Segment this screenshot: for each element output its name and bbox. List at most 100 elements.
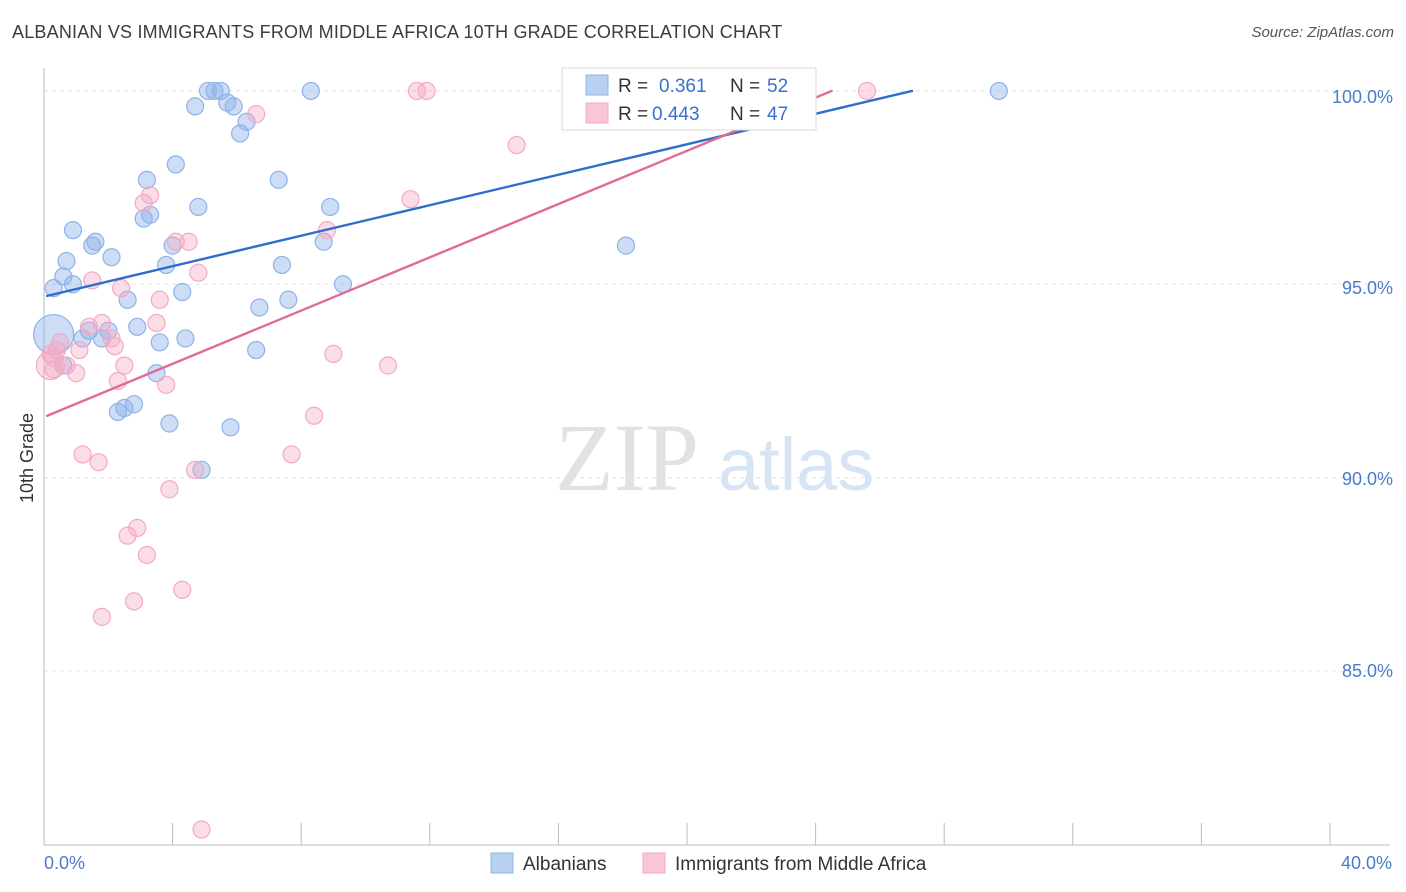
middle-africa-trend-line: [46, 89, 833, 417]
watermark-atlas: atlas: [718, 423, 874, 506]
middle-africa-point-29: [173, 580, 192, 599]
legend-swatch-middle-africa: [585, 102, 609, 124]
albanians-point-20: [140, 205, 160, 224]
legend-n-value-2: 47: [767, 104, 788, 125]
middle-africa-point-17: [115, 356, 134, 375]
middle-africa-point-28: [166, 232, 185, 251]
albanians-point-9: [86, 232, 105, 251]
albanians-point-14: [115, 398, 134, 418]
middle-africa-point-18: [118, 526, 137, 545]
middle-africa-point-19: [124, 592, 144, 611]
middle-africa-point-27: [160, 480, 179, 499]
middle-africa-point-12: [92, 607, 111, 626]
legend-r-label-1: R =: [618, 76, 648, 97]
albanians-point-3: [57, 251, 76, 271]
middle-africa-point-32: [189, 263, 208, 282]
y-tick-label-100: 100.0%: [1332, 87, 1393, 107]
albanians-point-36: [224, 97, 243, 116]
middle-africa-point-22: [137, 545, 156, 565]
legend-swatch-albanians: [585, 74, 609, 96]
albanians-point-49: [616, 236, 636, 255]
albanians-point-41: [250, 298, 269, 317]
middle-africa-point-43: [507, 135, 526, 155]
albanians-point-47: [321, 197, 340, 217]
middle-africa-point-34: [247, 105, 266, 124]
stats-legend: R = 0.361 N = 52 R = 0.443 N = 47: [561, 67, 817, 131]
albanians-point-38: [237, 112, 256, 131]
legend-n-label-1: N =: [730, 76, 760, 97]
albanians-point-42: [269, 170, 288, 189]
albanians-point-39: [221, 418, 240, 437]
middle-africa-point-23: [140, 186, 160, 205]
middle-africa-point-46: [44, 348, 63, 367]
middle-africa-point-44: [857, 81, 877, 101]
middle-africa-point-14: [105, 337, 124, 356]
albanians-point-40: [247, 340, 266, 360]
albanians-point-12: [102, 248, 121, 267]
middle-africa-point-3: [50, 333, 70, 352]
albanians-point-17: [128, 317, 147, 336]
y-tick-label-95: 95.0%: [1342, 278, 1393, 298]
watermark-zip: ZIP: [555, 404, 699, 511]
bottom-legend-label-albanians: Albanians: [523, 854, 606, 875]
middle-africa-point-25: [150, 290, 169, 309]
albanians-point-33: [205, 81, 224, 101]
legend-n-label-2: N =: [730, 104, 760, 125]
middle-africa-point-42: [417, 81, 436, 101]
albanians-point-22: [150, 333, 169, 352]
middle-africa-point-39: [378, 356, 398, 375]
legend-n-value-1: 52: [767, 76, 788, 97]
x-tick-label-max: 40.0%: [1341, 853, 1392, 873]
albanians-point-28: [176, 329, 195, 348]
albanians-point-27: [173, 282, 192, 302]
albanians-point-24: [160, 414, 179, 433]
axes: [43, 68, 1390, 846]
albanians-point-30: [189, 197, 208, 217]
albanians-point-19: [137, 170, 156, 189]
albanians-point-34: [211, 81, 230, 101]
legend-r-label-2: R =: [618, 104, 648, 125]
middle-africa-point-20: [128, 518, 147, 538]
middle-africa-point-33: [192, 820, 211, 839]
middle-africa-point-31: [186, 460, 205, 480]
middle-africa-point-26: [157, 375, 176, 394]
albanians-point-26: [166, 155, 185, 174]
albanians-point-2: [54, 267, 73, 286]
middle-africa-point-35: [282, 445, 301, 464]
y-tick-label-90: 90.0%: [1342, 469, 1393, 489]
x-tick-label-min: 0.0%: [44, 853, 85, 873]
middle-africa-point-30: [179, 232, 198, 251]
series-legend: Albanians Immigrants from Middle Africa: [490, 852, 927, 875]
albanians-point-43: [272, 255, 292, 275]
middle-africa-point-16: [112, 279, 131, 298]
middle-africa-point-10: [89, 453, 108, 472]
middle-africa-point-6: [70, 340, 89, 360]
middle-africa-point-5: [67, 364, 86, 383]
middle-africa-point-7: [73, 445, 92, 464]
bottom-legend-swatch-middle-africa: [642, 852, 666, 874]
y-tick-label-85: 85.0%: [1342, 661, 1393, 681]
albanians-point-15: [118, 290, 137, 309]
albanians-point-31: [192, 460, 211, 480]
albanians-point-29: [186, 97, 205, 116]
albanians-point-44: [279, 290, 298, 309]
middle-africa-point-24: [147, 313, 166, 333]
albanians-point-16: [124, 395, 144, 414]
source-label: Source: ZipAtlas.com: [1251, 24, 1394, 41]
middle-africa-point-41: [407, 81, 427, 101]
y-axis-title: 10th Grade: [17, 413, 37, 503]
bottom-legend-label-middle-africa: Immigrants from Middle Africa: [675, 854, 927, 875]
gridlines: [44, 90, 1390, 672]
albanians-point-50: [989, 81, 1008, 101]
legend-r-value-1: 0.361: [659, 76, 707, 97]
albanians-point-32: [198, 81, 218, 101]
albanians-point-4: [63, 221, 83, 240]
middle-africa-point-40: [401, 190, 420, 209]
albanians-point-46: [314, 232, 333, 251]
middle-africa-point-36: [304, 406, 324, 425]
legend-r-value-2: 0.443: [652, 104, 700, 125]
albanians-point-45: [301, 81, 320, 101]
chart-title: ALBANIAN VS IMMIGRANTS FROM MIDDLE AFRIC…: [12, 22, 783, 42]
middle-africa-points: [35, 81, 877, 839]
